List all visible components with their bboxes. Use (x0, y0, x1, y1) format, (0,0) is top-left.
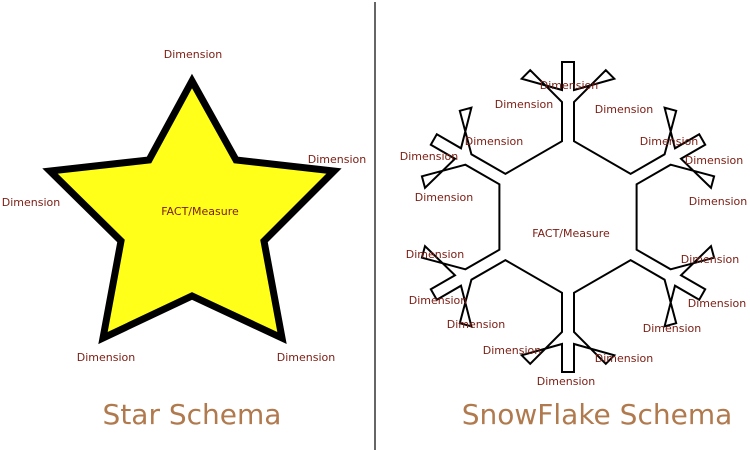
snowflake-shape (420, 61, 716, 373)
snowflake-dimension-label: Dimension (400, 150, 458, 163)
star-dimension-label: Dimension (277, 351, 335, 364)
snowflake-dimension-label: Dimension (465, 135, 523, 148)
snowflake-dimension-label: Dimension (640, 135, 698, 148)
snowflake-dimension-label: Dimension (447, 318, 505, 331)
snowflake-schema-caption: SnowFlake Schema (462, 398, 733, 431)
snowflake-dimension-label: Dimension (409, 294, 467, 307)
star-schema-caption: Star Schema (103, 398, 282, 431)
snowflake-dimension-label: Dimension (595, 103, 653, 116)
snowflake-dimension-label: Dimension (595, 352, 653, 365)
star-dimension-label: Dimension (2, 196, 60, 209)
snowflake-dimension-label: Dimension (537, 375, 595, 388)
snowflake-dimension-label: Dimension (415, 191, 473, 204)
snowflake-dimension-label: Dimension (643, 322, 701, 335)
star-fact-label: FACT/Measure (161, 205, 239, 218)
snowflake-dimension-label: Dimension (681, 253, 739, 266)
star-schema: FACT/Measure Dimension Dimension Dimensi… (2, 48, 366, 431)
star-dimension-label: Dimension (77, 351, 135, 364)
snowflake-dimension-label: Dimension (685, 154, 743, 167)
snowflake-dimension-label: Dimension (406, 248, 464, 261)
snowflake-fact-label: FACT/Measure (532, 227, 610, 240)
snowflake-dimension-label: Dimension (689, 195, 747, 208)
star-shape (42, 73, 342, 345)
snowflake-dimension-label: Dimension (495, 98, 553, 111)
snowflake-dimension-label: Dimension (483, 344, 541, 357)
snowflake-schema: FACT/Measure Dimension Dimension Dimensi… (400, 61, 747, 431)
snowflake-dimension-label: Dimension (540, 79, 598, 92)
snowflake-dimension-label: Dimension (688, 297, 746, 310)
star-dimension-label: Dimension (164, 48, 222, 61)
star-dimension-label: Dimension (308, 153, 366, 166)
